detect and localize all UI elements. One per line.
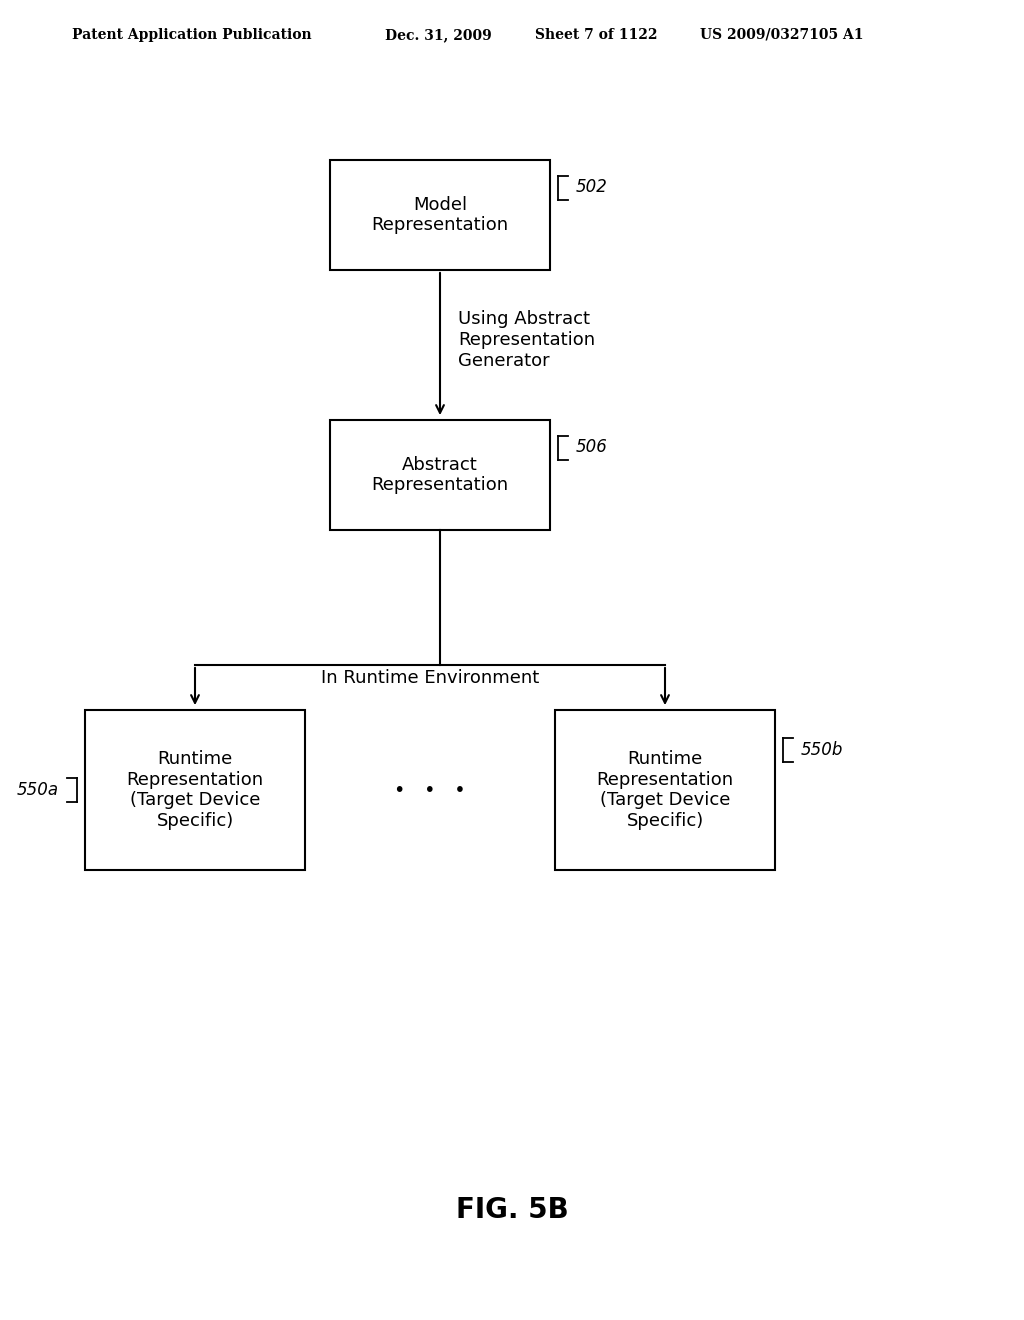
- Text: Patent Application Publication: Patent Application Publication: [72, 28, 311, 42]
- Text: FIG. 5B: FIG. 5B: [456, 1196, 568, 1224]
- Text: Model
Representation: Model Representation: [372, 195, 509, 235]
- Text: Using Abstract
Representation
Generator: Using Abstract Representation Generator: [458, 310, 595, 370]
- Text: Runtime
Representation
(Target Device
Specific): Runtime Representation (Target Device Sp…: [596, 750, 733, 830]
- Text: In Runtime Environment: In Runtime Environment: [321, 668, 539, 686]
- Text: 502: 502: [575, 178, 608, 197]
- Text: Dec. 31, 2009: Dec. 31, 2009: [385, 28, 492, 42]
- Text: 550a: 550a: [16, 781, 59, 799]
- Text: 550b: 550b: [801, 741, 844, 759]
- Bar: [555, 710, 775, 870]
- Text: •   •   •: • • •: [394, 780, 466, 800]
- Bar: [85, 710, 305, 870]
- Text: Sheet 7 of 1122: Sheet 7 of 1122: [535, 28, 657, 42]
- Bar: [330, 160, 550, 271]
- Text: Runtime
Representation
(Target Device
Specific): Runtime Representation (Target Device Sp…: [126, 750, 263, 830]
- Text: Abstract
Representation: Abstract Representation: [372, 455, 509, 495]
- Bar: [330, 420, 550, 531]
- Text: US 2009/0327105 A1: US 2009/0327105 A1: [700, 28, 863, 42]
- Text: 506: 506: [575, 438, 608, 457]
